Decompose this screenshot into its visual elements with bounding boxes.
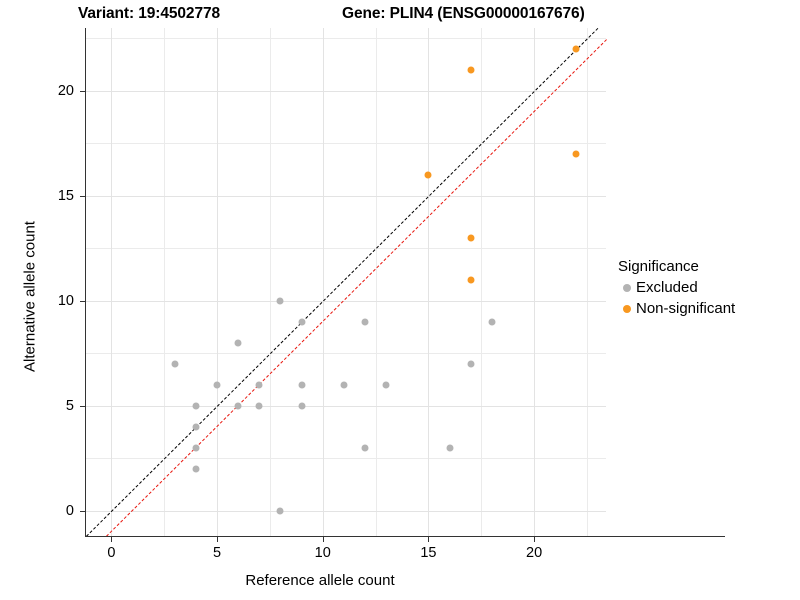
plot-panel — [86, 28, 607, 537]
data-point — [234, 339, 242, 347]
gridline-h-12.5 — [86, 248, 606, 250]
data-point — [192, 444, 200, 452]
data-point — [276, 507, 284, 515]
data-point — [298, 318, 306, 326]
legend: Significance Excluded Non-significant — [618, 258, 735, 319]
gridline-h-17.5 — [86, 143, 606, 145]
gridline-h-15 — [86, 195, 606, 197]
data-point — [467, 234, 475, 242]
gridline-v-22.5 — [586, 28, 588, 536]
legend-label-non-significant: Non-significant — [636, 300, 736, 317]
data-point — [572, 45, 580, 53]
data-point — [361, 318, 369, 326]
legend-dot-icon — [623, 283, 631, 292]
data-point — [446, 444, 454, 452]
x-tick-label-20: 20 — [526, 545, 543, 561]
data-point — [467, 66, 475, 74]
data-point — [340, 381, 348, 389]
legend-item-non-significant[interactable]: Non-significant — [618, 298, 735, 319]
y-axis-line — [85, 28, 87, 536]
y-tick-15 — [80, 195, 85, 197]
gridline-v-0 — [111, 28, 113, 536]
variant-title: Variant: 19:4502778 — [78, 5, 221, 22]
gridline-h-7.5 — [86, 353, 606, 355]
y-axis-title: Alternative allele count — [21, 221, 39, 372]
fitted-line — [106, 39, 607, 537]
y-tick-0 — [80, 510, 85, 512]
data-point — [488, 318, 496, 326]
x-axis-title: Reference allele count — [245, 572, 395, 589]
identity-line — [86, 28, 599, 537]
data-point — [467, 360, 475, 368]
data-point — [213, 381, 221, 389]
y-tick-20 — [80, 90, 85, 92]
x-tick-label-10: 10 — [314, 545, 331, 561]
legend-dot-icon — [623, 304, 631, 313]
gridline-v-7.5 — [269, 28, 271, 536]
legend-item-excluded[interactable]: Excluded — [618, 277, 735, 298]
y-tick-10 — [80, 300, 85, 302]
data-point — [424, 171, 432, 179]
x-tick-10 — [322, 537, 324, 542]
gridline-v-15 — [428, 28, 430, 536]
x-tick-0 — [111, 537, 113, 542]
y-tick-label-15: 15 — [57, 187, 74, 204]
gene-title: Gene: PLIN4 (ENSG00000167676) — [342, 5, 585, 22]
y-tick-label-5: 5 — [65, 397, 74, 414]
x-axis-line — [85, 536, 725, 538]
data-point — [255, 402, 263, 410]
gridline-v-2.5 — [164, 28, 166, 536]
legend-label-excluded: Excluded — [636, 279, 698, 296]
data-point — [382, 381, 390, 389]
data-point — [298, 402, 306, 410]
data-point — [298, 381, 306, 389]
y-tick-label-20: 20 — [57, 82, 74, 99]
legend-key-non-significant — [618, 304, 636, 313]
gridline-h-0 — [86, 510, 606, 512]
data-point — [192, 402, 200, 410]
x-tick-label-15: 15 — [420, 545, 437, 561]
gridline-v-10 — [322, 28, 324, 536]
data-point — [572, 150, 580, 158]
gridline-v-5 — [217, 28, 219, 536]
gridline-h-22.5 — [86, 38, 606, 40]
legend-title: Significance — [618, 258, 699, 275]
data-point — [234, 402, 242, 410]
gridline-h-20 — [86, 90, 606, 92]
gridline-v-17.5 — [481, 28, 483, 536]
y-tick-label-10: 10 — [57, 292, 74, 309]
gridline-h-2.5 — [86, 458, 606, 460]
data-point — [192, 465, 200, 473]
data-point — [171, 360, 179, 368]
data-point — [361, 444, 369, 452]
legend-key-excluded — [618, 283, 636, 292]
gridline-v-20 — [534, 28, 536, 536]
x-tick-5 — [217, 537, 219, 542]
x-tick-label-5: 5 — [213, 545, 222, 561]
x-tick-20 — [534, 537, 536, 542]
gridline-h-5 — [86, 405, 606, 407]
gridline-h-10 — [86, 300, 606, 302]
data-point — [276, 297, 284, 305]
data-point — [467, 276, 475, 284]
data-point — [192, 423, 200, 431]
y-tick-label-0: 0 — [65, 502, 74, 519]
data-point — [255, 381, 263, 389]
x-tick-15 — [428, 537, 430, 542]
y-tick-5 — [80, 405, 85, 407]
x-tick-label-0: 0 — [107, 545, 116, 561]
gridline-v-12.5 — [375, 28, 377, 536]
